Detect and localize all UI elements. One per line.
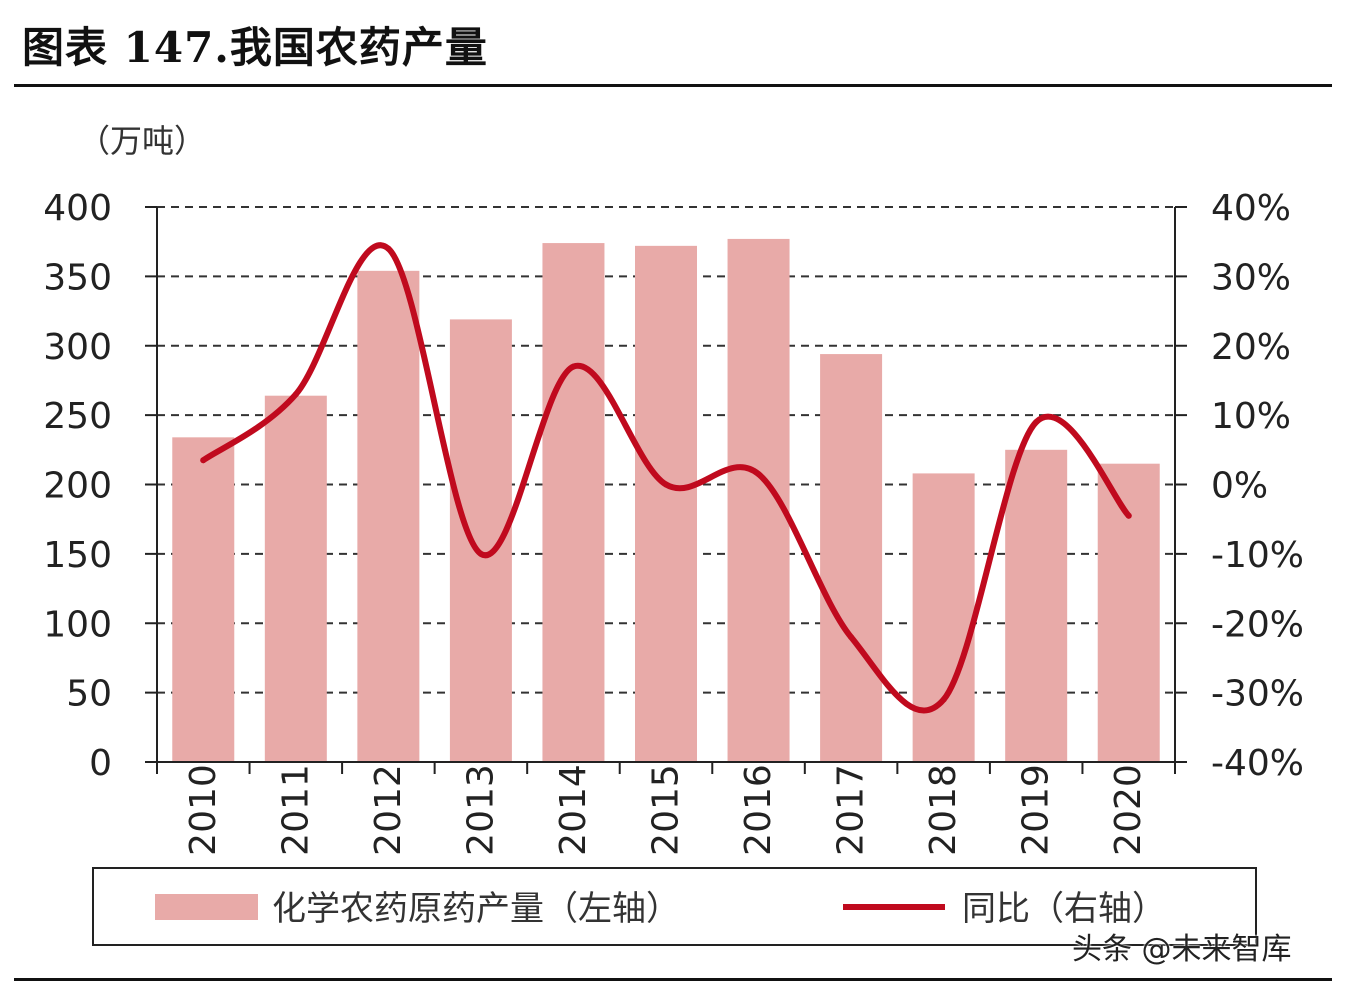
bottom-rule	[14, 978, 1332, 981]
x-tick-labels: 2010 2011 2012 2013 2014 2015 2016 2017 2018 2019…	[183, 764, 1149, 856]
point-2013	[477, 550, 484, 557]
legend: 化学农药原药产量（左轴） 同比（右轴）	[92, 867, 1257, 946]
x-tick-label: 2019	[1016, 764, 1057, 856]
unit-label: （万吨）	[78, 122, 206, 160]
x-tick-label: 2012	[368, 764, 409, 856]
right-tick-label: 0%	[1211, 466, 1268, 507]
right-tick-label: 10%	[1211, 396, 1291, 437]
point-2012	[385, 245, 392, 252]
point-2015	[663, 481, 669, 488]
left-tick-label: 200	[43, 466, 112, 507]
legend-line-label: 同比（右轴）	[962, 889, 1166, 929]
legend-bar-swatch	[155, 894, 258, 920]
point-2018	[940, 696, 947, 703]
watermark: 头条 @未来智库	[1072, 932, 1292, 967]
bar-2014	[542, 243, 605, 762]
point-2017	[848, 634, 855, 641]
left-tick-labels: 0 50 100 150 200 250 300 350 400	[43, 188, 112, 784]
legend-box	[92, 867, 1257, 946]
axes	[145, 206, 1187, 774]
left-tick-label: 350	[43, 257, 112, 298]
top-rule	[14, 84, 1332, 87]
left-tick-label: 400	[43, 188, 112, 229]
left-tick-label: 250	[43, 396, 112, 437]
right-tick-label: 20%	[1211, 327, 1291, 368]
line-series	[200, 242, 1132, 714]
x-tick-label: 2020	[1108, 764, 1149, 856]
right-tick-label: 30%	[1211, 257, 1291, 298]
point-2016	[755, 471, 762, 478]
bar-2020	[1097, 463, 1160, 762]
bar-2018	[912, 473, 975, 762]
x-tick-label: 2018	[923, 764, 964, 856]
x-tick-label: 2013	[460, 764, 501, 856]
x-tick-label: 2015	[646, 764, 687, 856]
point-2019	[1033, 419, 1040, 426]
chart-title: 图表 147.我国农药产量	[22, 23, 488, 72]
x-tick-label: 2011	[275, 764, 316, 856]
right-tick-label: -20%	[1211, 604, 1304, 645]
left-tick-label: 0	[89, 743, 112, 784]
bar-2019	[1005, 449, 1068, 762]
right-tick-label: -40%	[1211, 743, 1304, 784]
point-2010	[200, 457, 207, 464]
bar-2011	[264, 395, 327, 762]
left-tick-label: 50	[66, 674, 112, 715]
bar-2017	[820, 354, 883, 762]
x-tick-label: 2010	[183, 764, 224, 856]
right-tick-label: -30%	[1211, 674, 1304, 715]
right-tick-labels: -40% -30% -20% -10% 0% 10% 20% 30% 40%	[1211, 188, 1304, 784]
legend-bar-label: 化学农药原药产量（左轴）	[272, 889, 680, 929]
x-tick-label: 2017	[831, 764, 872, 856]
left-tick-label: 100	[43, 604, 112, 645]
point-2020	[1125, 512, 1132, 519]
bar-2010	[172, 437, 235, 762]
point-2011	[292, 391, 299, 398]
left-tick-label: 300	[43, 327, 112, 368]
right-tick-label: 40%	[1211, 188, 1291, 229]
bar-2012	[357, 270, 420, 762]
line-yoy	[200, 242, 1132, 714]
point-2014	[570, 363, 577, 370]
x-tick-label: 2014	[553, 764, 594, 856]
bar-2015	[635, 245, 697, 763]
right-tick-label: -10%	[1211, 535, 1304, 576]
bar-series	[172, 238, 1160, 763]
x-tick-label: 2016	[738, 764, 779, 856]
left-tick-label: 150	[43, 535, 112, 576]
